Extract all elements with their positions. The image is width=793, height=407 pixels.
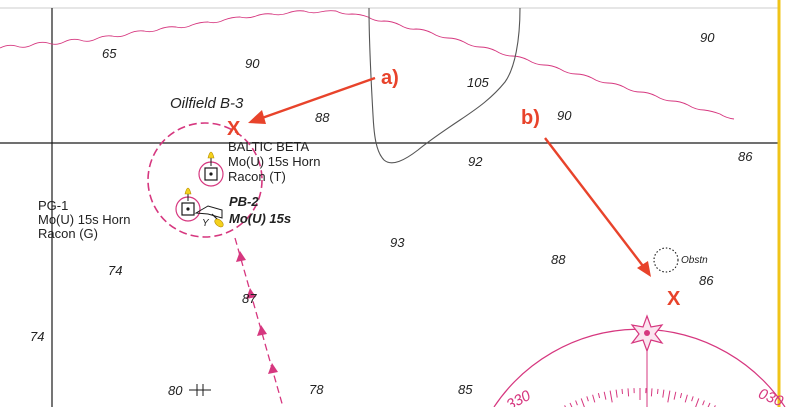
pipeline-track xyxy=(234,237,284,407)
annotation-mark-b: X xyxy=(667,288,681,310)
baltic-beta-light-flare-icon xyxy=(207,151,215,159)
compass-tick xyxy=(667,390,671,403)
oilfield-label: Oilfield B-3 xyxy=(170,95,244,112)
pg1-racon: Racon (G) xyxy=(38,226,98,241)
sounding: 74 xyxy=(30,329,44,344)
pb2-buoy-icon xyxy=(194,205,223,219)
compass-tick xyxy=(627,388,630,397)
sounding: 92 xyxy=(468,154,483,169)
annotation-arrowhead-a xyxy=(248,110,266,124)
baltic-beta-platform-dot xyxy=(209,172,213,176)
sounding: 93 xyxy=(390,235,405,250)
track-arrow-1 xyxy=(236,251,246,262)
compass-tick xyxy=(691,396,694,402)
baltic-beta-light: Mo(U) 15s Horn xyxy=(228,154,320,169)
baltic-beta-name: BALTIC BETA xyxy=(228,139,309,154)
sounding: 80 xyxy=(168,383,183,398)
obstruction-label: Obstn xyxy=(681,255,708,266)
compass-tick xyxy=(580,398,585,407)
pg1-light: Mo(U) 15s Horn xyxy=(38,212,130,227)
compass-tick xyxy=(657,388,659,394)
sounding: 65 xyxy=(102,46,117,61)
annotation-arrow-a xyxy=(261,76,376,120)
compass-tick xyxy=(702,400,705,406)
pb2-name: PB-2 xyxy=(229,194,259,209)
sounding: 90 xyxy=(557,108,572,123)
sounding: 86 xyxy=(738,149,753,164)
baltic-beta-racon: Racon (T) xyxy=(228,169,286,184)
oilfield-boundary-circle xyxy=(147,122,263,238)
sounding: 87 xyxy=(242,291,257,306)
sounding: 85 xyxy=(458,382,473,397)
compass-tick xyxy=(586,396,589,402)
depth-contour-top xyxy=(0,10,735,120)
sounding: 86 xyxy=(699,273,714,288)
annotation-arrow-b xyxy=(544,137,644,267)
track-arrow-4 xyxy=(268,363,278,374)
sounding: 90 xyxy=(700,30,715,45)
compass-tick xyxy=(609,390,613,403)
track-arrow-3 xyxy=(257,325,267,336)
sounding: 90 xyxy=(245,56,260,71)
pg1-name: PG-1 xyxy=(38,198,68,213)
compass-tick xyxy=(592,394,596,403)
compass-tick xyxy=(603,391,607,400)
compass-star-icon xyxy=(630,314,664,407)
compass-tick xyxy=(662,389,665,398)
obstruction-circle-icon xyxy=(653,247,679,273)
pg1-light-flare-icon xyxy=(184,187,192,195)
compass-tick xyxy=(707,402,711,407)
compass-tick xyxy=(575,400,578,406)
compass-tick xyxy=(597,392,601,399)
pb2-light: Mo(U) 15s xyxy=(229,211,291,226)
coastline xyxy=(368,7,521,164)
sounding: 78 xyxy=(309,382,324,397)
pg1-platform-dot xyxy=(186,207,190,211)
compass-tick xyxy=(564,405,566,407)
compass-tick xyxy=(615,389,618,398)
sounding: 88 xyxy=(551,252,566,267)
wreck-symbol-icon xyxy=(189,384,211,396)
compass-tick xyxy=(684,394,688,403)
pb2-light-flare-icon xyxy=(214,218,224,228)
sounding: 105 xyxy=(467,75,489,90)
compass-label-030: 030 xyxy=(756,385,786,407)
annotation-arrowhead-b xyxy=(637,261,651,277)
annotation-mark-a: X xyxy=(227,118,241,140)
compass-tick xyxy=(621,388,623,394)
compass-tick xyxy=(569,402,573,407)
track-arrow-2 xyxy=(246,288,256,299)
annotation-label-b: b) xyxy=(521,107,540,129)
compass-tick xyxy=(695,398,700,407)
compass-ticks xyxy=(564,388,716,407)
sounding: 88 xyxy=(315,110,330,125)
compass-tick xyxy=(679,392,683,399)
pb2-buoy-letter: Y xyxy=(202,218,210,229)
compass-label-330: 330 xyxy=(503,387,534,407)
sounding: 74 xyxy=(108,263,122,278)
annotation-label-a: a) xyxy=(381,67,399,89)
compass-tick xyxy=(714,405,716,407)
compass-tick xyxy=(650,388,653,397)
compass-tick xyxy=(673,391,677,400)
